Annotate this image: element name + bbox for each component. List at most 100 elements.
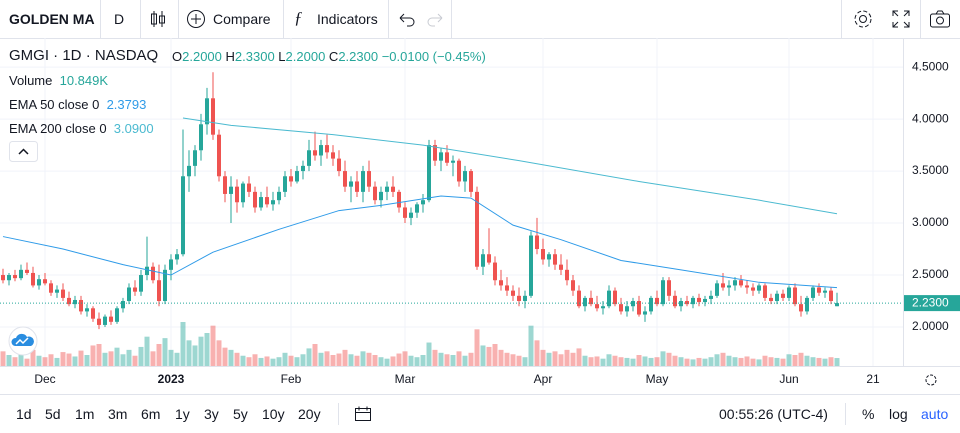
candle-body: [667, 280, 671, 296]
candle-body: [265, 197, 269, 205]
volume-bar: [510, 354, 516, 366]
l: 2.2000: [285, 49, 326, 64]
volume-bar: [90, 345, 96, 366]
candle-body: [649, 297, 653, 312]
candle-body: [145, 266, 149, 276]
x-tick-label: May: [646, 372, 669, 386]
range-button[interactable]: 3y: [204, 406, 219, 422]
candle-icon[interactable]: [148, 9, 168, 29]
candle-body: [499, 280, 503, 286]
candle-body: [421, 200, 425, 205]
candle-body: [535, 235, 539, 250]
volume-bar: [120, 354, 126, 366]
candle-body: [109, 316, 113, 322]
candle-body: [271, 200, 275, 205]
interval[interactable]: D: [114, 11, 125, 27]
collapse-button[interactable]: [9, 141, 38, 162]
range-button[interactable]: 20y: [298, 406, 321, 422]
y-tick-label: 3.5000: [912, 163, 949, 177]
candle-body: [253, 191, 257, 208]
volume-bar: [180, 322, 186, 366]
percent-toggle[interactable]: %: [862, 406, 875, 422]
volume-bar: [786, 354, 792, 366]
volume-bar: [42, 357, 48, 366]
compare[interactable]: Compare: [213, 11, 271, 27]
symbol[interactable]: GOLDEN MA: [9, 11, 95, 27]
candle-body: [583, 297, 587, 307]
indicators[interactable]: Indicators: [317, 11, 378, 27]
logo[interactable]: [6, 326, 41, 356]
volume-bar: [288, 355, 294, 366]
axis-settings[interactable]: [925, 374, 937, 386]
separator: [178, 0, 179, 38]
volume-bar: [528, 325, 534, 366]
camera-icon[interactable]: [929, 9, 951, 29]
volume-bar: [66, 353, 72, 366]
candle-body: [541, 249, 545, 260]
settings-icon[interactable]: [852, 8, 874, 30]
undo-redo[interactable]: [396, 10, 446, 28]
volume-bar: [186, 340, 192, 366]
volume-bar: [666, 352, 672, 366]
range-button[interactable]: 1y: [175, 406, 190, 422]
volume-bar: [102, 352, 108, 366]
candle-body: [385, 186, 389, 192]
volume-bar: [378, 357, 384, 366]
calendar-icon[interactable]: [353, 405, 373, 423]
volume-bar: [504, 352, 510, 366]
volume-bar: [750, 358, 756, 366]
volume-bar: [534, 340, 540, 366]
candle-body: [49, 283, 53, 293]
fullscreen-icon[interactable]: [891, 9, 911, 29]
volume-bar: [30, 349, 36, 366]
candle-body: [559, 264, 563, 270]
candle-body: [181, 176, 185, 255]
volume-bar: [192, 345, 198, 366]
candle-body: [349, 181, 353, 187]
candle-body: [613, 290, 617, 305]
volume-bar: [702, 358, 708, 366]
auto-toggle[interactable]: auto: [921, 406, 949, 422]
volume-bar: [450, 355, 456, 366]
volume-bar: [336, 353, 342, 366]
range-button[interactable]: 6m: [141, 406, 161, 422]
candle-body: [805, 297, 809, 312]
candle-body: [625, 306, 629, 312]
candle-body: [601, 306, 605, 309]
range-button[interactable]: 1d: [16, 406, 32, 422]
candle-body: [403, 207, 407, 218]
fx-icon[interactable]: ƒ: [294, 8, 303, 27]
volume-bar: [426, 342, 432, 366]
volume-bar: [642, 356, 648, 366]
volume-bar: [360, 351, 366, 366]
candle-body: [325, 145, 329, 153]
candle-body: [787, 287, 791, 298]
plus-icon[interactable]: [186, 9, 206, 29]
candle-body: [361, 171, 365, 192]
range-button[interactable]: 10y: [262, 406, 285, 422]
separator: [388, 0, 389, 38]
volume-bar: [366, 352, 372, 366]
volume-bar: [84, 355, 90, 366]
log-toggle[interactable]: log: [889, 406, 908, 422]
candle-body: [343, 171, 347, 187]
range-button[interactable]: 5d: [45, 406, 61, 422]
legend-exchange: NASDAQ: [94, 47, 159, 64]
range-button[interactable]: 5y: [233, 406, 248, 422]
candle-body: [631, 301, 635, 307]
price-label: 2.2300: [912, 295, 949, 309]
candle-body: [133, 287, 137, 292]
volume-bar: [582, 355, 588, 366]
volume-bar: [210, 325, 216, 366]
volume-bar: [714, 354, 720, 366]
candle-body: [301, 165, 305, 172]
volume-bar: [264, 356, 270, 366]
y-tick-label: 2.5000: [912, 267, 949, 281]
candle-body: [7, 275, 11, 281]
volume-bar: [138, 346, 144, 366]
range-button[interactable]: 1m: [75, 406, 95, 422]
range-button[interactable]: 3m: [108, 406, 128, 422]
candle-body: [457, 160, 461, 182]
volume-bar: [174, 352, 180, 366]
